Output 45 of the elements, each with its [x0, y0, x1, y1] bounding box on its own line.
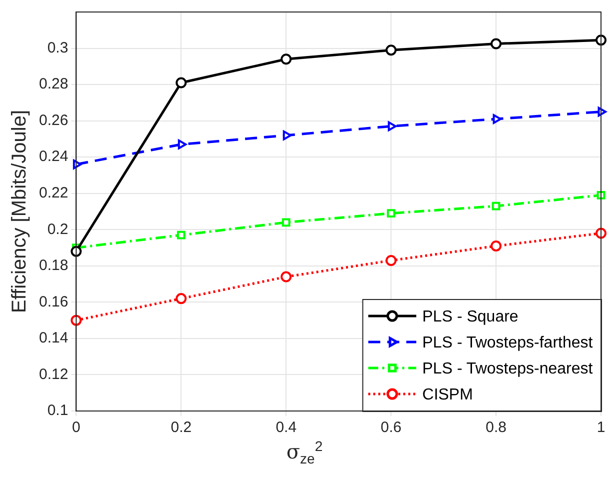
- point: [176, 77, 187, 88]
- point: [70, 314, 82, 326]
- point: [176, 293, 187, 304]
- y-tick-label: 0.18: [38, 257, 68, 274]
- y-tick-label: 0.28: [38, 76, 68, 93]
- y-tick-label: 0.12: [38, 366, 68, 383]
- point: [280, 54, 292, 65]
- point: [178, 140, 187, 150]
- point: [596, 34, 606, 46]
- legend-label: PLS - Twosteps-nearest: [422, 360, 594, 378]
- x-tick-label: 1: [596, 419, 606, 436]
- point: [386, 44, 397, 56]
- point: [596, 228, 606, 239]
- y-tick-label: 0.1: [47, 402, 68, 420]
- y-tick-label: 0.22: [38, 184, 68, 202]
- point: [282, 130, 292, 140]
- point: [492, 202, 500, 210]
- point: [386, 254, 397, 266]
- x-tick-label: 0.2: [170, 419, 192, 436]
- point: [70, 246, 82, 257]
- x-tick-label: 0.4: [276, 419, 297, 436]
- y-tick-label: 0.2: [47, 220, 68, 238]
- y-tick-label: 0.16: [38, 293, 68, 310]
- legend-label: CISPM: [422, 386, 473, 404]
- point: [492, 114, 502, 124]
- point: [598, 106, 606, 117]
- legend-label: PLS - Twosteps-farthest: [422, 334, 594, 352]
- y-tick-label: 0.24: [38, 148, 68, 166]
- y-axis-title: Efficiency [Mbits/Joule]: [8, 110, 31, 314]
- point: [176, 230, 186, 240]
- x-tick-label: 0.8: [486, 419, 506, 436]
- x-tick-label: 0.6: [380, 419, 402, 436]
- point: [490, 38, 502, 50]
- point: [490, 240, 502, 252]
- y-tick-label: 0.14: [38, 330, 68, 347]
- x-tick-label: 0: [72, 419, 80, 436]
- y-tick-label: 0.3: [47, 39, 68, 56]
- point: [72, 159, 82, 170]
- legend-label: PLS - Square: [422, 308, 518, 326]
- point: [388, 121, 397, 132]
- point: [280, 271, 292, 282]
- y-tick-label: 0.26: [38, 112, 68, 129]
- point: [282, 218, 290, 227]
- point: [386, 209, 396, 218]
- point: [596, 190, 606, 200]
